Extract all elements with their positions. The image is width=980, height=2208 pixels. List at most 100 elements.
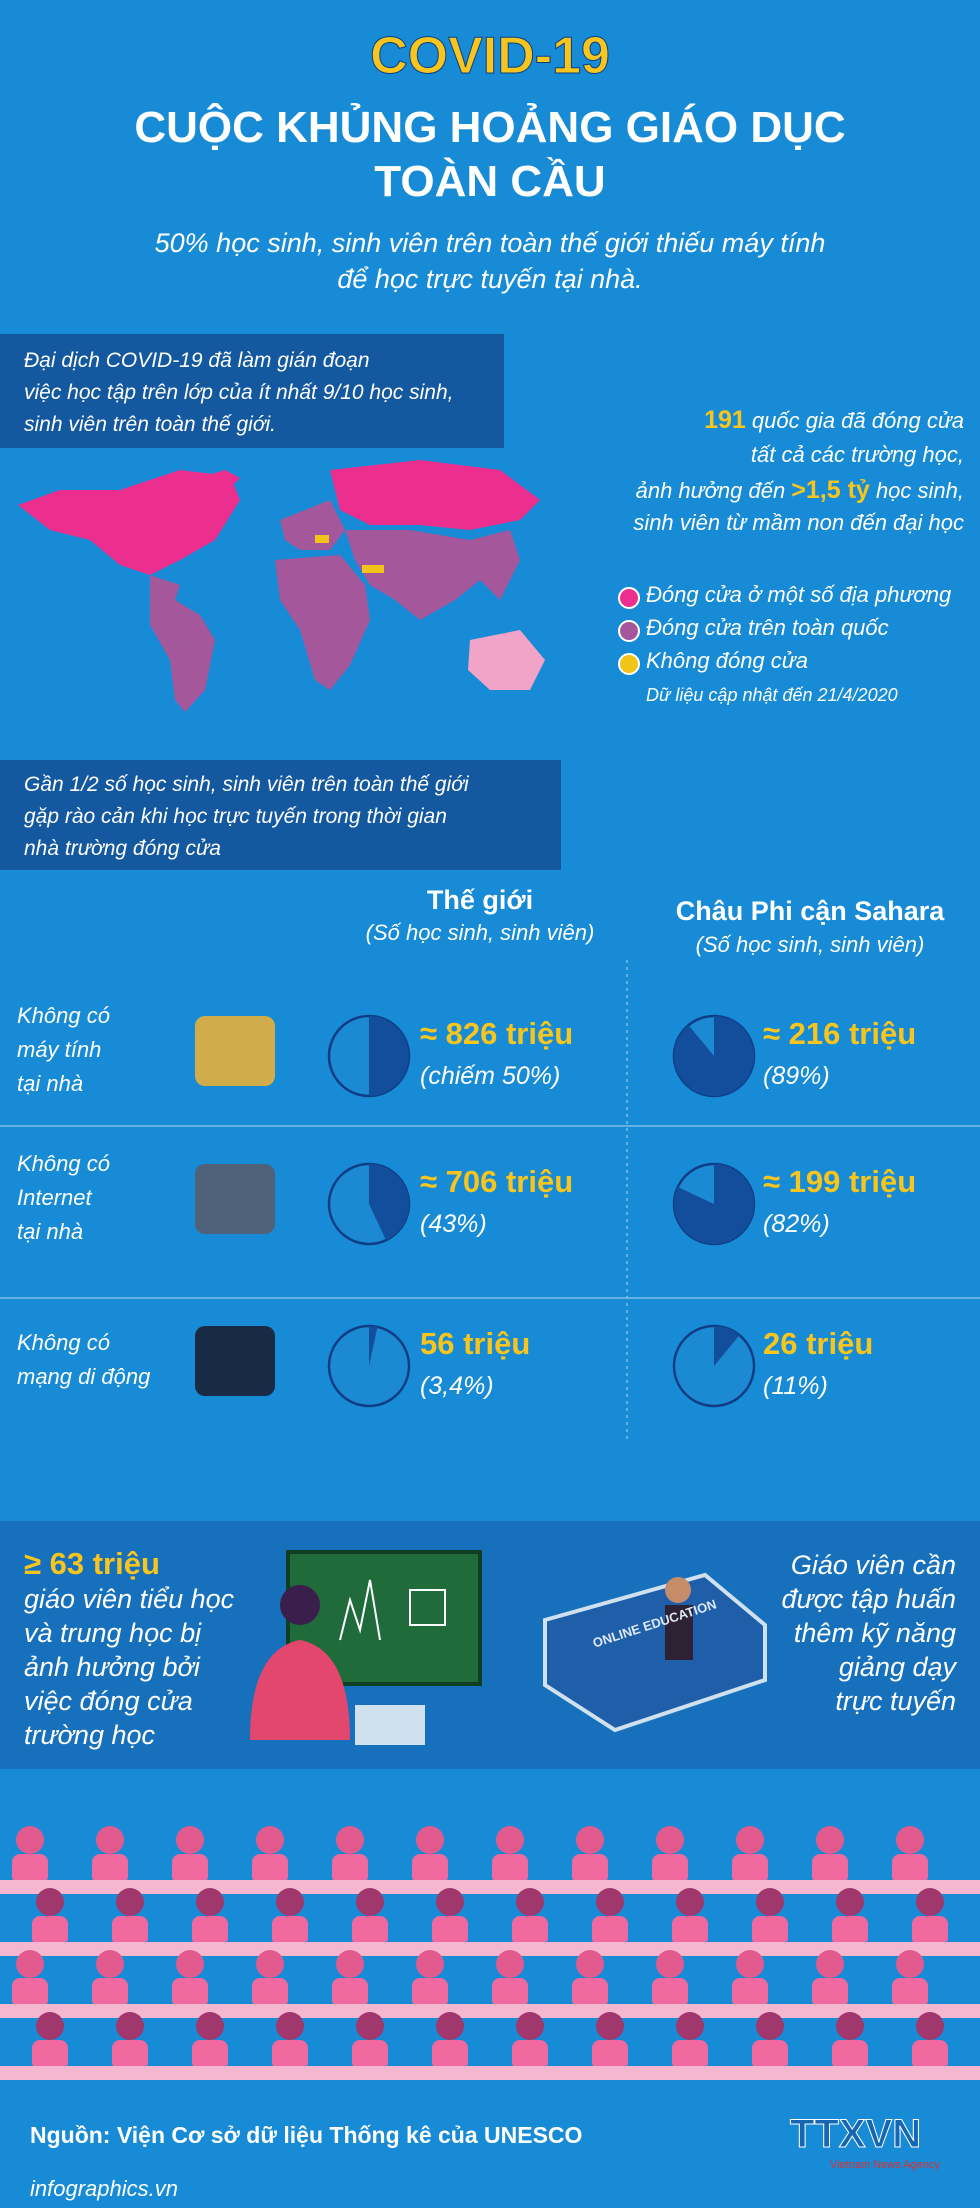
student-body: [512, 2040, 548, 2070]
student-body: [112, 1916, 148, 1946]
student-body: [752, 1916, 788, 1946]
student-head: [676, 2012, 704, 2040]
student-head: [816, 1826, 844, 1854]
student-head: [336, 1826, 364, 1854]
row-label: máy tính: [17, 1037, 102, 1062]
student-body: [12, 1854, 48, 1884]
teacher-line: giáo viên tiểu học: [24, 1584, 235, 1614]
student-head: [516, 2012, 544, 2040]
stat-text: quốc gia đã đóng cửa: [745, 408, 964, 433]
legend-label: Đóng cửa ở một số địa phương: [646, 582, 952, 607]
teacher-line: ảnh hưởng bởi: [24, 1652, 200, 1682]
student-head: [36, 1888, 64, 1916]
barrier-box: [0, 760, 561, 870]
student-body: [32, 2040, 68, 2070]
chalk-graph: [339, 1579, 381, 1641]
subtitle: để học trực tuyến tại nhà.: [337, 264, 643, 294]
stats-line: tất cả các trường học,: [750, 442, 964, 467]
training-line: giảng dạy: [838, 1652, 956, 1682]
student-head: [16, 1826, 44, 1854]
chalk-cube: [409, 1589, 446, 1626]
teacher-box: [0, 1521, 980, 1769]
source: Nguồn: Viện Cơ sở dữ liệu Thống kê của U…: [30, 2122, 583, 2148]
stats-line: 191 quốc gia đã đóng cửa: [704, 408, 964, 433]
student-body: [812, 1854, 848, 1884]
agency: Vietnam News Agency: [830, 2159, 940, 2171]
row-label: Không có: [17, 1003, 110, 1028]
student-body: [492, 1854, 528, 1884]
student-body: [672, 2040, 708, 2070]
student-head: [596, 1888, 624, 1916]
student-body: [832, 2040, 868, 2070]
heading: TOÀN CẦU: [374, 157, 606, 206]
training-line: thêm kỹ năng: [793, 1618, 956, 1648]
barrier-text: nhà trường đóng cửa: [24, 837, 221, 860]
intro-text: Đại dịch COVID-19 đã làm gián đoạn: [24, 349, 370, 372]
student-head: [256, 1950, 284, 1978]
student-head: [416, 1950, 444, 1978]
training-line: được tập huấn: [781, 1584, 956, 1614]
student-head: [756, 2012, 784, 2040]
student-body: [732, 1978, 768, 2008]
column-title: Thế giới: [426, 885, 534, 915]
student-head: [656, 1950, 684, 1978]
student-body: [252, 1854, 288, 1884]
intro-text: việc học tập trên lớp của ít nhất 9/10 h…: [24, 381, 454, 404]
student-head: [656, 1826, 684, 1854]
student-body: [172, 1978, 208, 2008]
student-head: [896, 1950, 924, 1978]
student-head: [96, 1950, 124, 1978]
student-body: [592, 1916, 628, 1946]
student-body: [272, 1916, 308, 1946]
student-body: [672, 1916, 708, 1946]
student-head: [196, 1888, 224, 1916]
student-body: [512, 1916, 548, 1946]
student-body: [812, 1978, 848, 2008]
value-label: 56 triệu: [420, 1326, 531, 1361]
student-body: [252, 1978, 288, 2008]
intro-text: sinh viên trên toàn thế giới.: [24, 413, 277, 436]
student-body: [912, 2040, 948, 2070]
student-head: [896, 1826, 924, 1854]
student-head: [576, 1826, 604, 1854]
student-body: [492, 1978, 528, 2008]
student-head: [816, 1950, 844, 1978]
student-head: [516, 1888, 544, 1916]
desk-row: [0, 2066, 980, 2080]
value-label: ≈ 826 triệu: [420, 1016, 574, 1051]
teacher-line: trường học: [24, 1720, 155, 1750]
student-head: [736, 1826, 764, 1854]
desk-row: [0, 1880, 980, 1894]
student-body: [12, 1978, 48, 2008]
student-body: [432, 1916, 468, 1946]
student-head: [276, 2012, 304, 2040]
student-head: [176, 1950, 204, 1978]
world-map: [18, 460, 545, 712]
student-head: [116, 2012, 144, 2040]
student-body: [892, 1854, 928, 1884]
student-head: [496, 1826, 524, 1854]
stat-highlight: 191: [704, 406, 746, 434]
student-body: [652, 1854, 688, 1884]
book: [543, 1572, 767, 1733]
column-subtitle: (Số học sinh, sinh viên): [365, 920, 595, 945]
student-head: [916, 1888, 944, 1916]
legend-swatch: [618, 653, 640, 675]
legend-swatch: [618, 587, 640, 609]
student-body: [332, 1978, 368, 2008]
student-head: [276, 1888, 304, 1916]
student-body: [352, 1916, 388, 1946]
student-head: [176, 1826, 204, 1854]
student-body: [572, 1854, 608, 1884]
student-body: [912, 1916, 948, 1946]
man-body: [665, 1605, 693, 1660]
student-body: [572, 1978, 608, 2008]
desk-row: [0, 2004, 980, 2018]
student-head: [736, 1950, 764, 1978]
student-head: [676, 1888, 704, 1916]
share-label: (82%): [763, 1210, 830, 1238]
share-label: (43%): [420, 1210, 487, 1238]
student-body: [412, 1978, 448, 2008]
